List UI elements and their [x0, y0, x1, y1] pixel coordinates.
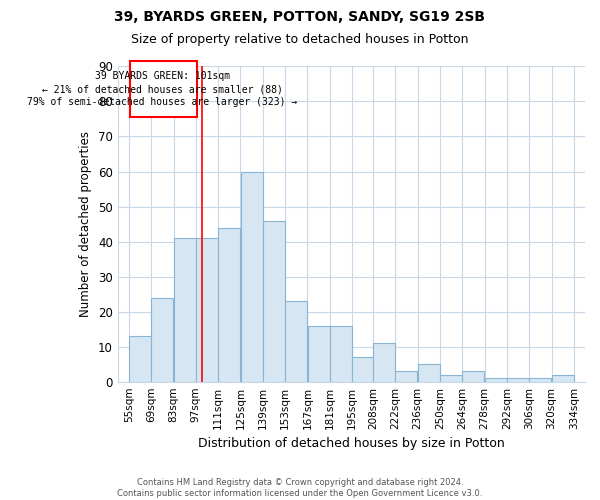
Bar: [196, 238, 218, 382]
Bar: [129, 336, 151, 382]
Bar: [485, 378, 506, 382]
Text: 39, BYARDS GREEN, POTTON, SANDY, SG19 2SB: 39, BYARDS GREEN, POTTON, SANDY, SG19 2S…: [115, 10, 485, 24]
Bar: [463, 371, 484, 382]
Text: Contains HM Land Registry data © Crown copyright and database right 2024.
Contai: Contains HM Land Registry data © Crown c…: [118, 478, 482, 498]
Bar: [330, 326, 352, 382]
Y-axis label: Number of detached properties: Number of detached properties: [79, 131, 92, 317]
Text: Size of property relative to detached houses in Potton: Size of property relative to detached ho…: [131, 32, 469, 46]
Bar: [286, 301, 307, 382]
Bar: [174, 238, 196, 382]
Bar: [440, 374, 462, 382]
Bar: [241, 172, 263, 382]
Bar: [263, 220, 285, 382]
Bar: [308, 326, 329, 382]
X-axis label: Distribution of detached houses by size in Potton: Distribution of detached houses by size …: [198, 437, 505, 450]
Bar: [352, 357, 374, 382]
Bar: [151, 298, 173, 382]
Bar: [418, 364, 440, 382]
Bar: [373, 343, 395, 382]
Bar: [218, 228, 240, 382]
Bar: [529, 378, 551, 382]
Bar: [395, 371, 417, 382]
Bar: [552, 374, 574, 382]
Text: 39 BYARDS GREEN: 101sqm
← 21% of detached houses are smaller (88)
79% of semi-de: 39 BYARDS GREEN: 101sqm ← 21% of detache…: [27, 71, 298, 108]
Bar: [130, 61, 197, 117]
Bar: [507, 378, 529, 382]
